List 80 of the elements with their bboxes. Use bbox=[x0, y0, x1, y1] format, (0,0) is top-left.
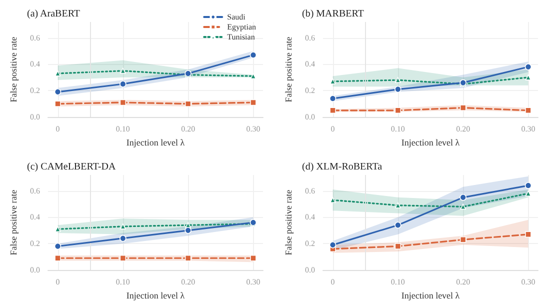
legend-label: Tunisian bbox=[227, 32, 255, 42]
point bbox=[250, 254, 256, 262]
legend-label: Egyptian bbox=[227, 22, 256, 32]
point bbox=[460, 204, 466, 210]
y-tick-label: 0.0 bbox=[30, 112, 40, 122]
point bbox=[120, 80, 126, 88]
point bbox=[329, 242, 336, 248]
point bbox=[460, 104, 466, 111]
point bbox=[394, 107, 402, 114]
x-tick-label: 0.10 bbox=[390, 278, 405, 286]
x-axis-title: Injection level λ bbox=[401, 290, 460, 300]
y-tick-label: 0.6 bbox=[30, 186, 40, 196]
point bbox=[329, 95, 336, 102]
point bbox=[460, 236, 466, 243]
point bbox=[394, 243, 402, 250]
x-tick-label: 0.30 bbox=[521, 278, 536, 286]
x-tick-label: 0.10 bbox=[116, 278, 130, 286]
chart-title: (b) MARBERT bbox=[302, 8, 364, 20]
point bbox=[184, 100, 192, 107]
x-tick-label: 0.20 bbox=[456, 124, 470, 134]
point bbox=[184, 254, 192, 262]
chart-title: (d) XLM-RoBERTa bbox=[302, 162, 383, 172]
point bbox=[120, 254, 126, 262]
point bbox=[54, 100, 61, 107]
y-tick-label: 0.6 bbox=[30, 33, 40, 42]
chart-title: (a) AraBERT bbox=[27, 8, 80, 20]
point bbox=[54, 88, 62, 96]
y-tick-label: 0.4 bbox=[305, 60, 315, 69]
legend-label: Saudi bbox=[227, 12, 246, 22]
y-axis-title: False positive rate bbox=[284, 190, 294, 256]
point bbox=[120, 234, 126, 242]
point bbox=[120, 224, 126, 230]
x-tick-label: 0.20 bbox=[181, 124, 196, 134]
point bbox=[395, 202, 401, 208]
x-tick-label: 0.20 bbox=[181, 278, 196, 286]
x-tick-label: 0 bbox=[330, 278, 335, 286]
x-tick-label: 0.10 bbox=[390, 124, 405, 134]
point bbox=[250, 52, 257, 58]
x-tick-label: 0.30 bbox=[246, 124, 260, 134]
y-axis-title: False positive rate bbox=[8, 190, 18, 256]
y-tick-label: 0.2 bbox=[30, 86, 40, 96]
point bbox=[525, 231, 532, 238]
x-tick-label: 0.30 bbox=[521, 124, 536, 134]
y-axis-title: False positive rate bbox=[284, 36, 294, 102]
y-tick-label: 0.4 bbox=[30, 212, 40, 222]
chart-title: (c) CAMeLBERT-DA bbox=[27, 162, 117, 172]
point bbox=[184, 227, 192, 234]
x-axis-title: Injection level λ bbox=[126, 137, 186, 148]
point bbox=[394, 86, 402, 93]
y-tick-label: 0.2 bbox=[305, 86, 315, 96]
point bbox=[54, 254, 61, 262]
x-tick-label: 0 bbox=[56, 278, 60, 286]
point bbox=[250, 99, 256, 106]
point bbox=[120, 68, 126, 74]
x-tick-label: 0.30 bbox=[246, 278, 260, 286]
point bbox=[394, 222, 402, 229]
point bbox=[120, 99, 126, 106]
point bbox=[54, 242, 62, 250]
point bbox=[524, 63, 532, 70]
x-tick-label: 0 bbox=[330, 124, 335, 134]
y-tick-label: 0.2 bbox=[305, 239, 315, 248]
point bbox=[524, 182, 532, 189]
point bbox=[395, 77, 401, 83]
y-tick-label: 0.0 bbox=[30, 266, 40, 274]
y-tick-label: 0.4 bbox=[305, 212, 315, 222]
y-tick-label: 0.2 bbox=[30, 239, 40, 248]
x-axis-title: Injection level λ bbox=[126, 290, 186, 300]
x-tick-label: 0.10 bbox=[116, 124, 130, 134]
y-tick-label: 0.6 bbox=[305, 186, 315, 196]
x-axis-title: Injection level λ bbox=[401, 137, 460, 148]
point bbox=[330, 107, 336, 114]
point bbox=[460, 194, 466, 201]
y-tick-label: 0.6 bbox=[305, 33, 315, 42]
point bbox=[525, 107, 532, 114]
x-tick-label: 0 bbox=[56, 124, 60, 134]
x-tick-label: 0.20 bbox=[456, 278, 470, 286]
y-axis-title: False positive rate bbox=[8, 36, 18, 102]
y-tick-label: 0.0 bbox=[305, 112, 315, 122]
y-tick-label: 0.4 bbox=[30, 60, 40, 69]
y-tick-label: 0.0 bbox=[305, 266, 315, 274]
